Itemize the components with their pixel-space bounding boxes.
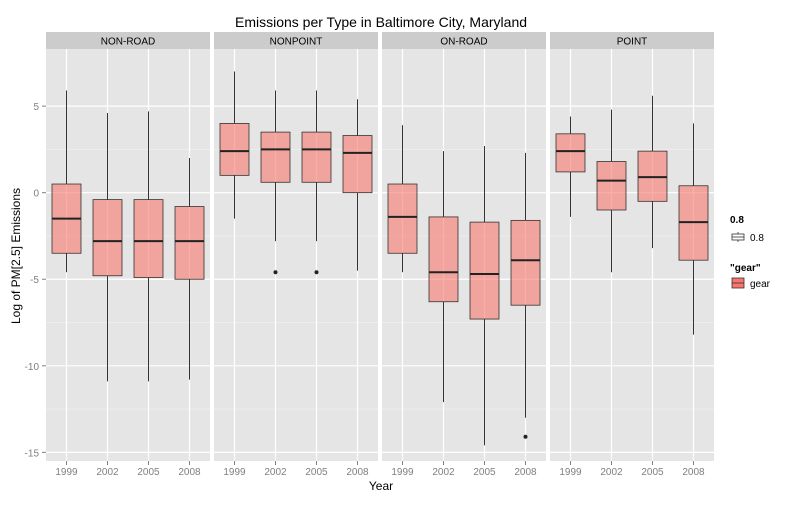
x-tick-label: 1999: [223, 467, 246, 478]
facet-panel-point: POINT 1999 2002 2005 2008: [550, 32, 714, 478]
box-body: [342, 135, 373, 194]
box-body: [219, 123, 250, 176]
facet-strip: [550, 32, 714, 49]
box-body: [92, 199, 123, 277]
x-axis-label: Year: [369, 479, 393, 493]
box-1999: [555, 116, 586, 217]
x-tick-label: 2002: [264, 467, 287, 478]
box-1999: [219, 71, 250, 219]
x-tick-label: 2008: [346, 467, 369, 478]
facet-strip: [214, 32, 378, 49]
legend: 0.8 0.8 "gear" gear: [730, 215, 771, 290]
y-tick-label: 5: [33, 102, 39, 113]
x-tick-label: 2008: [178, 467, 201, 478]
x-tick-label: 2002: [432, 467, 455, 478]
y-tick-label: -5: [30, 275, 39, 286]
facet-panel-non-road: NON-ROAD 1999 2002 2005 2008: [46, 32, 210, 478]
facet-strip-label: ON-ROAD: [440, 37, 487, 48]
facet-strip-label: NONPOINT: [270, 37, 323, 48]
box-2005: [133, 111, 164, 382]
box-body: [428, 216, 459, 303]
panel-background: [214, 49, 378, 461]
y-tick-label: -10: [25, 362, 40, 373]
box-2008: [678, 123, 709, 335]
box-2002: [428, 151, 459, 403]
box-2008: [174, 158, 205, 380]
legend-alpha-label: 0.8: [750, 233, 764, 244]
legend-alpha-title: 0.8: [730, 215, 744, 226]
facet-strip-label: POINT: [617, 37, 648, 48]
x-tick-label: 1999: [559, 467, 582, 478]
outlier-point: [273, 270, 278, 275]
facet-strip: [382, 32, 546, 49]
box-2005: [469, 145, 500, 446]
facet-panel-nonpoint: NONPOINT 1999 2002 2005 2008: [214, 32, 378, 478]
x-tick-label: 1999: [391, 467, 414, 478]
y-tick-label: -15: [25, 448, 40, 459]
y-axis: 5 0 -5 -10 -15: [25, 102, 46, 459]
box-2005: [301, 90, 332, 275]
x-tick-label: 2008: [514, 467, 537, 478]
legend-fill-key-icon: [731, 277, 745, 289]
box-body: [260, 131, 291, 183]
box-2008: [510, 152, 541, 439]
box-1999: [387, 125, 418, 273]
box-body: [510, 219, 541, 306]
box-2002: [260, 90, 291, 275]
legend-fill-title: "gear": [730, 263, 761, 274]
box-body: [301, 131, 332, 183]
panels-layer: NON-ROAD 1999 2002 2005 2008 NONPOINT 1999 2002…: [46, 32, 714, 478]
box-body: [555, 133, 586, 173]
outlier-point: [523, 434, 528, 439]
box-2008: [342, 99, 373, 271]
box-2002: [596, 109, 627, 273]
facet-strip: [46, 32, 210, 49]
x-tick-label: 2005: [473, 467, 496, 478]
x-tick-label: 2005: [305, 467, 328, 478]
box-1999: [51, 90, 82, 273]
chart-title: Emissions per Type in Baltimore City, Ma…: [235, 14, 527, 30]
y-axis-label: Log of PM[2.5] Emissions: [9, 188, 23, 324]
x-tick-label: 2005: [641, 467, 664, 478]
box-2002: [92, 113, 123, 382]
facet-strip-label: NON-ROAD: [101, 37, 155, 48]
outlier-point: [314, 270, 319, 275]
legend-alpha-key-icon: [731, 232, 745, 242]
x-tick-label: 2005: [137, 467, 160, 478]
box-body: [596, 161, 627, 211]
box-2005: [637, 95, 668, 249]
legend-fill-label: gear: [750, 279, 771, 290]
box-body: [174, 206, 205, 280]
box-body: [469, 221, 500, 320]
x-tick-label: 1999: [55, 467, 78, 478]
facet-panel-on-road: ON-ROAD 1999 2002 2005 2008: [382, 32, 546, 478]
box-body: [133, 199, 164, 278]
x-tick-label: 2002: [96, 467, 119, 478]
box-body: [387, 183, 418, 254]
y-tick-label: 0: [33, 189, 39, 200]
x-tick-label: 2002: [600, 467, 623, 478]
x-tick-label: 2008: [682, 467, 705, 478]
